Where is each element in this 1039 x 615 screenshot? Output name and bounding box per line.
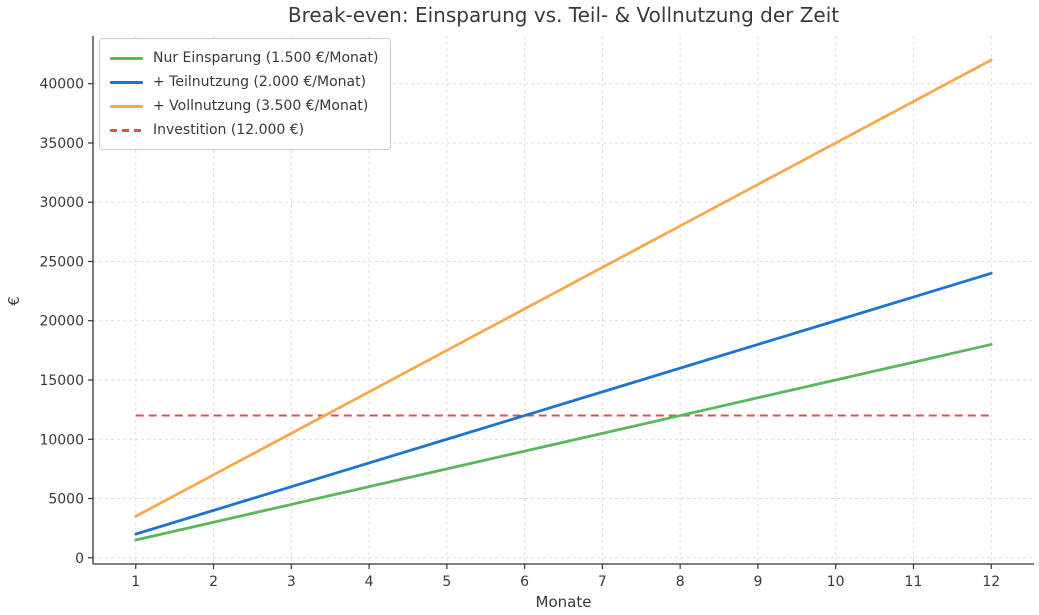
x-tick-label: 11 bbox=[905, 574, 923, 590]
x-tick-label: 9 bbox=[753, 574, 762, 590]
y-tick-label: 35000 bbox=[39, 136, 84, 152]
y-tick-label: 0 bbox=[75, 551, 84, 567]
legend-label: + Vollnutzung (3.500 €/Monat) bbox=[153, 98, 369, 114]
y-tick-label: 15000 bbox=[39, 373, 84, 389]
x-tick-label: 7 bbox=[598, 574, 607, 590]
y-axis-label: € bbox=[5, 296, 23, 306]
y-tick-label: 40000 bbox=[39, 77, 84, 93]
x-tick-label: 4 bbox=[365, 574, 374, 590]
y-tick-label: 30000 bbox=[39, 195, 84, 211]
series-line bbox=[134, 271, 993, 536]
legend-label: Investition (12.000 €) bbox=[153, 122, 305, 138]
legend-item-investition: Investition (12.000 €) bbox=[110, 118, 378, 142]
x-tick-label: 6 bbox=[520, 574, 529, 590]
x-tick-label: 2 bbox=[209, 574, 218, 590]
x-tick-label: 12 bbox=[982, 574, 1000, 590]
chart-title: Break-even: Einsparung vs. Teil- & Volln… bbox=[287, 3, 840, 27]
series-line bbox=[134, 343, 993, 542]
x-tick-label: 1 bbox=[131, 574, 140, 590]
x-tick-label: 3 bbox=[287, 574, 296, 590]
y-tick-label: 25000 bbox=[39, 254, 84, 270]
y-tick-label: 20000 bbox=[39, 314, 84, 330]
legend-swatch-green-line bbox=[110, 56, 143, 60]
legend-swatch-blue-line bbox=[110, 80, 143, 84]
x-axis-label: Monate bbox=[535, 593, 592, 611]
legend-swatch-orange-line bbox=[110, 104, 143, 108]
legend-item-nur-einsparung: Nur Einsparung (1.500 €/Monat) bbox=[110, 46, 378, 70]
legend-label: + Teilnutzung (2.000 €/Monat) bbox=[153, 74, 367, 90]
legend: Nur Einsparung (1.500 €/Monat) + Teilnut… bbox=[99, 38, 392, 150]
legend-item-vollnutzung: + Vollnutzung (3.500 €/Monat) bbox=[110, 94, 378, 118]
x-tick-label: 8 bbox=[676, 574, 685, 590]
series-line bbox=[134, 58, 993, 518]
legend-label: Nur Einsparung (1.500 €/Monat) bbox=[153, 50, 379, 66]
x-tick-label: 10 bbox=[827, 574, 845, 590]
legend-item-teilnutzung: + Teilnutzung (2.000 €/Monat) bbox=[110, 70, 378, 94]
legend-swatch-red-dashed-line bbox=[110, 128, 143, 132]
y-tick-label: 10000 bbox=[39, 432, 84, 448]
x-tick-label: 5 bbox=[442, 574, 451, 590]
y-tick-label: 5000 bbox=[48, 492, 84, 508]
